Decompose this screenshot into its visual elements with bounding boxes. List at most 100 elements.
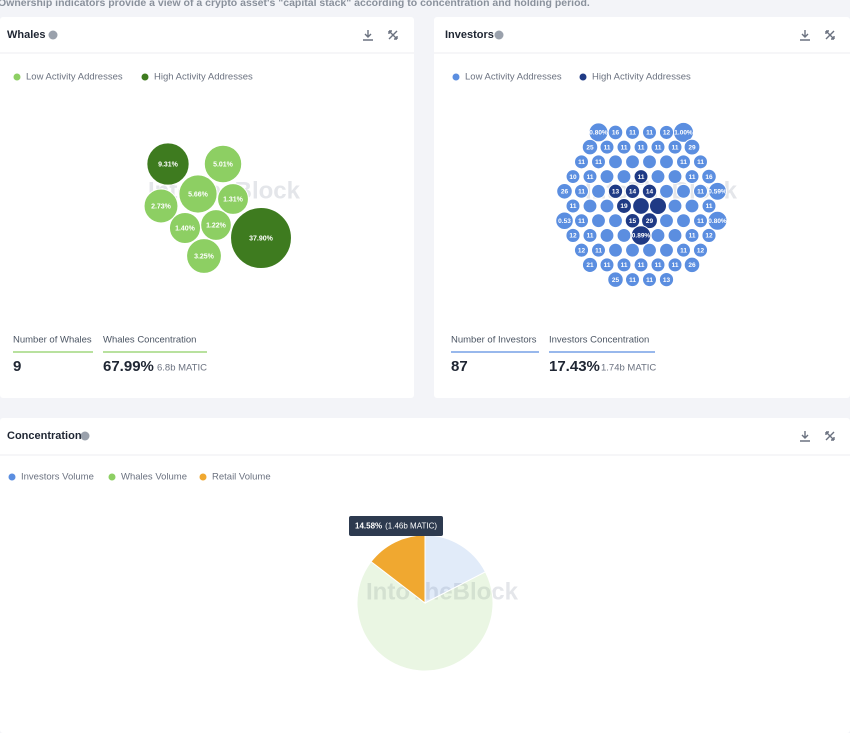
bubble	[633, 257, 649, 273]
stat-unit: 1.74b MATIC	[601, 363, 656, 374]
bubble	[203, 144, 243, 184]
bubble	[642, 154, 657, 170]
panel-title: Whales	[7, 29, 46, 41]
download-icon[interactable]	[363, 30, 373, 41]
bubble-label: 16	[705, 174, 713, 181]
bubble	[642, 242, 657, 258]
bubble	[574, 183, 589, 199]
bubble-label: 29	[646, 218, 654, 225]
legend-label: Whales Volume	[121, 472, 187, 483]
bubble-label: 11	[672, 144, 679, 151]
bubble	[573, 242, 590, 258]
bubble-label: 1.00%	[674, 130, 693, 137]
legend-label: Low Activity Addresses	[26, 72, 123, 83]
panel-title: Concentration	[7, 430, 82, 442]
bubble	[641, 212, 658, 230]
bubble-label: 16	[612, 130, 620, 137]
bubble-label: 11	[604, 262, 611, 269]
bubble-label: 25	[586, 144, 594, 151]
stat-value: 67.99%	[103, 358, 154, 375]
bubble-label: 11	[595, 247, 602, 254]
bubble	[616, 139, 632, 155]
stat-label: Whales Concentration	[103, 335, 196, 346]
bubble	[625, 154, 640, 170]
legend-swatch	[8, 473, 16, 481]
legend-label: Retail Volume	[212, 472, 271, 483]
bubble-label: 19	[620, 203, 628, 210]
bubble	[659, 154, 674, 170]
bubble	[692, 242, 709, 258]
bubble	[599, 198, 615, 214]
panel-title: Investors	[445, 29, 494, 41]
bubble	[633, 139, 649, 155]
bubble	[632, 197, 650, 215]
bubble	[667, 198, 683, 214]
bubble	[625, 242, 640, 258]
help-icon[interactable]	[80, 431, 90, 441]
bubble	[667, 228, 683, 243]
bubble-label: 12	[705, 233, 713, 240]
bubble	[708, 181, 727, 201]
stat-label: Investors Concentration	[549, 335, 649, 346]
help-icon[interactable]	[48, 30, 58, 40]
bubble	[625, 272, 640, 288]
bubble-label: 11	[655, 144, 662, 151]
bubble	[591, 154, 606, 170]
bubble-label: 14	[629, 188, 637, 195]
bubble	[667, 257, 683, 273]
bubble	[591, 242, 606, 258]
bubble-label: 11	[697, 159, 704, 166]
bubble-label: 0.80%	[589, 130, 608, 137]
bubble	[565, 227, 581, 244]
bubble-label: 13	[663, 277, 671, 284]
bubble	[607, 183, 624, 199]
bubble-label: 12	[578, 247, 586, 254]
bubble	[684, 227, 700, 243]
expand-icon[interactable]	[825, 431, 835, 441]
bubble-label: 11	[604, 144, 611, 151]
bubble-label: 21	[586, 262, 594, 269]
bubble	[565, 198, 581, 214]
bubble-label: 11	[587, 174, 594, 181]
bubble	[178, 174, 218, 214]
bubble	[650, 257, 666, 273]
bubble	[608, 154, 623, 170]
bubble-label: 11	[578, 218, 585, 225]
bubble-label: 13	[612, 188, 620, 195]
legend-swatch	[579, 73, 587, 81]
tooltip-box	[349, 516, 443, 536]
bubble	[607, 124, 624, 141]
bubble-label: 25	[612, 277, 620, 284]
bubble	[143, 188, 179, 224]
bubble	[608, 242, 623, 258]
bubble-label: 37.90%	[249, 235, 274, 242]
bubble	[599, 228, 615, 243]
bubble	[683, 256, 701, 274]
bubble	[648, 196, 668, 216]
bubble-label: 11	[680, 159, 687, 166]
intro-text: Ownership indicators provide a view of a…	[0, 0, 590, 9]
bubble	[582, 227, 598, 243]
tooltip-text: 14.58% (1.46b MATIC)	[355, 522, 437, 531]
bubble-label: 1.31%	[223, 196, 244, 203]
bubble-label: 0.59%	[708, 188, 727, 195]
bubble	[616, 228, 632, 243]
bubble	[633, 169, 649, 185]
stat-label: Number of Whales	[13, 335, 92, 346]
bubble	[591, 183, 606, 199]
bubble-label: 26	[561, 188, 569, 195]
bubble	[625, 124, 640, 140]
help-icon[interactable]	[494, 30, 504, 40]
expand-icon[interactable]	[825, 30, 835, 40]
download-icon[interactable]	[800, 30, 810, 41]
bubble	[667, 169, 683, 184]
bubble	[616, 257, 632, 273]
expand-icon[interactable]	[388, 30, 398, 40]
bubble-label: 10	[569, 174, 577, 181]
legend-swatch	[141, 73, 149, 81]
bubble	[607, 271, 624, 288]
bubble-label: 11	[629, 130, 636, 137]
download-icon[interactable]	[800, 431, 810, 442]
